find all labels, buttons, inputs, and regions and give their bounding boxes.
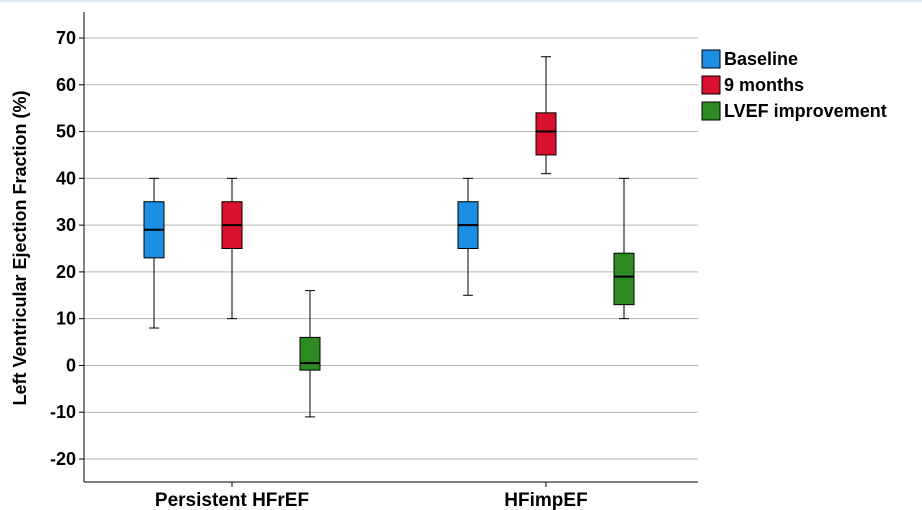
y-tick-label: 70 [56,28,76,48]
y-tick-label: 0 [66,355,76,375]
box-iqr [535,112,557,156]
legend-item: 9 months [701,75,804,95]
y-tick-label: 20 [56,262,76,282]
y-tick-label: 10 [56,309,76,329]
legend-label: LVEF improvement [724,101,887,121]
axes [83,12,698,483]
box-lvef-improvement [299,290,321,418]
box-9-months [535,56,557,175]
y-axis-label: Left Ventricular Ejection Fraction (%) [10,90,30,405]
y-tick-label: -10 [50,402,76,422]
y-tick-label: 50 [56,122,76,142]
y-tick-label: -20 [50,449,76,469]
legend-item: LVEF improvement [701,101,887,121]
legend-label: Baseline [724,49,798,69]
legend-label: 9 months [724,75,804,95]
y-tick-label: 30 [56,215,76,235]
legend-item: Baseline [701,49,798,69]
boxes [143,56,635,418]
legend-swatch [701,101,721,121]
box-iqr [299,336,321,371]
box-9-months [221,177,243,320]
box-lvef-improvement [613,177,635,320]
box-baseline [143,177,165,329]
category-labels: Persistent HFrEF HFimpEF [155,482,588,510]
category-label: Persistent HFrEF [155,490,309,510]
y-tick-label: 40 [56,168,76,188]
category-label: HFimpEF [504,490,587,510]
grid-lines [84,37,698,460]
legend-swatch [701,49,721,69]
legend: Baseline 9 months LVEF improvement [701,49,887,121]
legend-swatch [701,75,721,95]
box-baseline [457,177,479,296]
top-border [0,0,922,2]
box-iqr [613,252,635,306]
y-tick-label: 60 [56,75,76,95]
y-tick-labels: -20 -10 0 10 20 30 40 50 60 70 [50,28,84,469]
